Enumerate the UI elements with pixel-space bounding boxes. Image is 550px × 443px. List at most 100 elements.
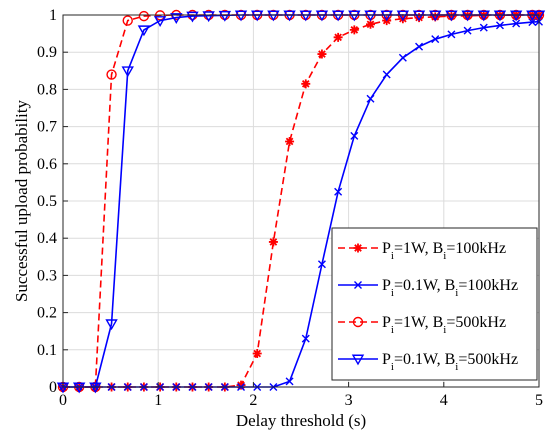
y-tick-label: 0.9 [37, 44, 57, 61]
data-point [106, 69, 117, 80]
legend-label-part: =1W, B [394, 314, 443, 331]
data-point [396, 10, 410, 22]
legend-label-part: i [391, 250, 394, 262]
data-point [351, 354, 365, 366]
legend-label-part: i [443, 324, 446, 336]
data-point [317, 260, 326, 269]
legend-entry: Pi=1W, Bi=100kHz [338, 240, 506, 262]
data-point [512, 19, 521, 28]
legend-entry: Pi=0.1W, Bi=100kHz [338, 277, 518, 299]
data-point [350, 131, 359, 140]
legend-label-part: i [391, 361, 394, 373]
data-point [509, 10, 523, 22]
x-axis: 0 1 2 3 4 5 [59, 382, 543, 409]
x-tick-label: 3 [345, 392, 353, 409]
legend-label-part: =500kHz [446, 314, 506, 331]
y-tick-label: 0.1 [37, 342, 57, 359]
data-point [382, 70, 391, 79]
data-point [331, 10, 345, 22]
legend-label-part: =0.1W, B [394, 351, 455, 368]
y-axis: 0 0.1 0.2 0.3 0.4 0.5 0.6 0.7 0.8 0.9 1 [37, 7, 68, 396]
legend-label-part: i [443, 250, 446, 262]
legend-label-part: P [382, 240, 391, 257]
y-tick-label: 0.4 [37, 230, 57, 247]
data-point [364, 10, 377, 22]
data-point [72, 382, 86, 394]
x-tick-label: 5 [535, 392, 543, 409]
data-point [334, 187, 343, 196]
y-tick-label: 0.6 [37, 156, 57, 173]
data-point [446, 11, 456, 21]
y-tick-label: 0 [49, 379, 57, 396]
data-point [317, 49, 327, 59]
data-point [170, 13, 183, 25]
data-point [526, 10, 539, 22]
data-point [267, 10, 280, 22]
data-point [89, 382, 102, 394]
data-point [122, 15, 133, 26]
legend-label: Pi=0.1W, Bi=100kHz [382, 277, 518, 299]
data-point [137, 25, 151, 37]
data-point [493, 10, 507, 22]
data-point [315, 10, 329, 22]
data-point [138, 10, 150, 22]
legend-label-part: =0.1W, B [394, 277, 455, 294]
data-point [202, 11, 215, 23]
data-point [431, 35, 440, 44]
data-point [415, 42, 424, 51]
data-point [301, 79, 311, 89]
legend-label: Pi=1W, Bi=100kHz [382, 240, 506, 262]
y-tick-label: 1 [49, 7, 57, 24]
data-point [532, 10, 546, 22]
legend-label-part: i [391, 324, 394, 336]
data-point [268, 237, 278, 247]
data-point [447, 30, 456, 39]
data-point [412, 10, 426, 22]
data-point [479, 23, 488, 32]
data-point [251, 10, 264, 22]
data-point [495, 21, 504, 30]
data-point [398, 53, 407, 62]
x-tick-label: 2 [249, 392, 257, 409]
data-point [105, 319, 118, 331]
data-point [353, 243, 363, 253]
data-point [153, 16, 167, 27]
data-point [348, 10, 361, 22]
y-tick-label: 0.5 [37, 193, 57, 210]
legend-label-part: P [382, 277, 391, 294]
data-point [283, 10, 296, 22]
data-point [461, 10, 474, 22]
legend-label-part: =100kHz [458, 277, 518, 294]
legend-label-part: P [382, 351, 391, 368]
y-tick-label: 0.7 [37, 119, 57, 136]
x-tick-label: 4 [440, 392, 448, 409]
legend-box [331, 227, 538, 381]
data-point [299, 10, 312, 22]
x-tick-label: 0 [59, 392, 67, 409]
legend-label-part: i [455, 287, 458, 299]
data-point [528, 18, 537, 27]
legend-label-part: i [391, 287, 394, 299]
legend-label: Pi=0.1W, Bi=500kHz [382, 351, 518, 373]
legend-label: Pi=1W, Bi=500kHz [382, 314, 506, 336]
data-point [234, 10, 248, 22]
y-tick-label: 0.2 [37, 305, 57, 322]
data-point [121, 66, 134, 78]
x-tick-label: 1 [154, 392, 162, 409]
data-point [366, 94, 375, 103]
data-point [352, 316, 364, 328]
data-point [463, 26, 472, 35]
data-point [349, 25, 359, 35]
legend-entry: Pi=0.1W, Bi=500kHz [338, 351, 518, 373]
data-point [429, 10, 442, 22]
data-point [477, 10, 490, 22]
data-point [236, 380, 246, 390]
data-point [252, 349, 262, 359]
data-point [354, 281, 362, 289]
legend-label-part: P [382, 314, 391, 331]
legend-label-part: =500kHz [458, 351, 518, 368]
data-point [218, 10, 232, 22]
data-point [301, 334, 310, 343]
y-axis-label: Successful upload probability [12, 99, 31, 302]
